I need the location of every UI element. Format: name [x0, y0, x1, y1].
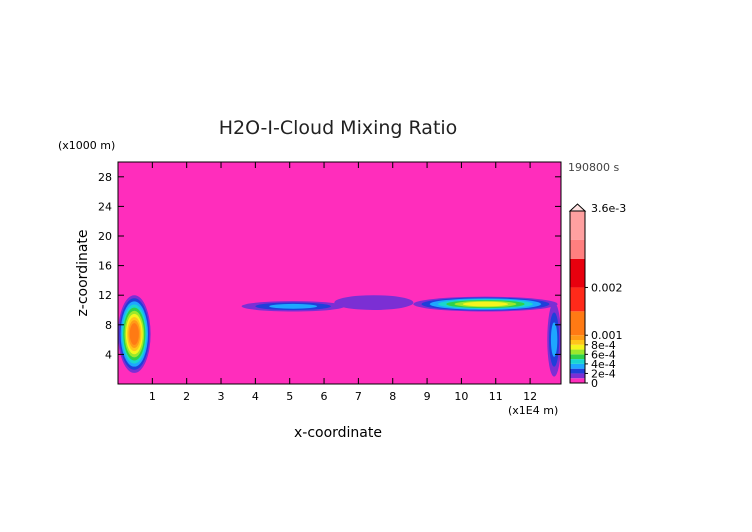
- y-tick-label: 4: [105, 348, 112, 361]
- y-axis-label: z-coordinate: [75, 229, 91, 316]
- colorbar-swatch: [570, 258, 585, 288]
- colorbar-swatch: [570, 378, 585, 383]
- colorbar-label: 2e-4: [591, 367, 616, 380]
- colorbar-label: 4e-4: [591, 358, 616, 371]
- y-tick-label: 20: [98, 230, 112, 243]
- x-tick-label: 12: [523, 390, 537, 403]
- colorbar-max-label: 3.6e-3: [591, 202, 626, 215]
- cloud-contour: [550, 322, 558, 357]
- y-tick-label: 24: [98, 200, 112, 213]
- x-tick-label: 2: [183, 390, 190, 403]
- cloud-contour: [269, 303, 318, 309]
- colorbar-swatch: [570, 363, 585, 369]
- cloud-contour: [334, 295, 414, 310]
- cloud-contour: [462, 301, 509, 307]
- y-tick-label: 16: [98, 260, 112, 273]
- x-tick-label: 9: [424, 390, 431, 403]
- x-tick-label: 3: [218, 390, 225, 403]
- y-unit-label: (x1000 m): [58, 139, 115, 152]
- colorbar-label: 0.001: [591, 329, 623, 342]
- x-tick-label: 5: [286, 390, 293, 403]
- plot-frame: [117, 161, 562, 385]
- y-tick-label: 28: [98, 171, 112, 184]
- plot-features: [118, 295, 561, 377]
- colorbar-swatch: [570, 335, 585, 340]
- time-label: 190800 s: [568, 161, 619, 174]
- colorbar-swatch: [570, 359, 585, 364]
- colorbar-swatch: [570, 340, 585, 345]
- colorbar-swatch: [570, 373, 585, 379]
- x-tick-label: 4: [252, 390, 259, 403]
- plot-background: [118, 162, 561, 384]
- x-tick-label: 1: [149, 390, 156, 403]
- x-tick-label: 6: [321, 390, 328, 403]
- colorbar-label: 6e-4: [591, 348, 616, 361]
- colorbar-label: 0.002: [591, 281, 623, 294]
- colorbar-swatch: [570, 354, 585, 360]
- colorbar-swatch: [570, 287, 585, 312]
- x-tick-label: 11: [489, 390, 503, 403]
- colorbar-swatch: [570, 311, 585, 336]
- colorbar-swatch: [570, 349, 585, 355]
- x-tick-label: 7: [355, 390, 362, 403]
- colorbar-swatch: [570, 344, 585, 350]
- colorbar-max-arrow: [568, 203, 587, 212]
- colorbar-label: 8e-4: [591, 339, 616, 352]
- x-unit-label: (x1E4 m): [508, 404, 558, 417]
- cloud-contour: [129, 323, 139, 345]
- x-tick-label: 8: [389, 390, 396, 403]
- x-tick-label: 10: [454, 390, 468, 403]
- y-axis-ticks: 4 8 12 16 20 24 28: [98, 171, 561, 361]
- colorbar-swatch: [570, 239, 585, 259]
- y-tick-label: 12: [98, 289, 112, 302]
- y-tick-label: 8: [105, 319, 112, 332]
- x-axis-label: x-coordinate: [294, 425, 382, 441]
- colorbar-label: 0: [591, 377, 598, 390]
- colorbar-swatch: [570, 211, 585, 240]
- x-axis-ticks: 1 2 3 4 5 6 7 8 9 10 11 12: [149, 162, 537, 403]
- chart-title: H2O-I-Cloud Mixing Ratio: [219, 117, 458, 139]
- colorbar-swatch: [570, 368, 585, 374]
